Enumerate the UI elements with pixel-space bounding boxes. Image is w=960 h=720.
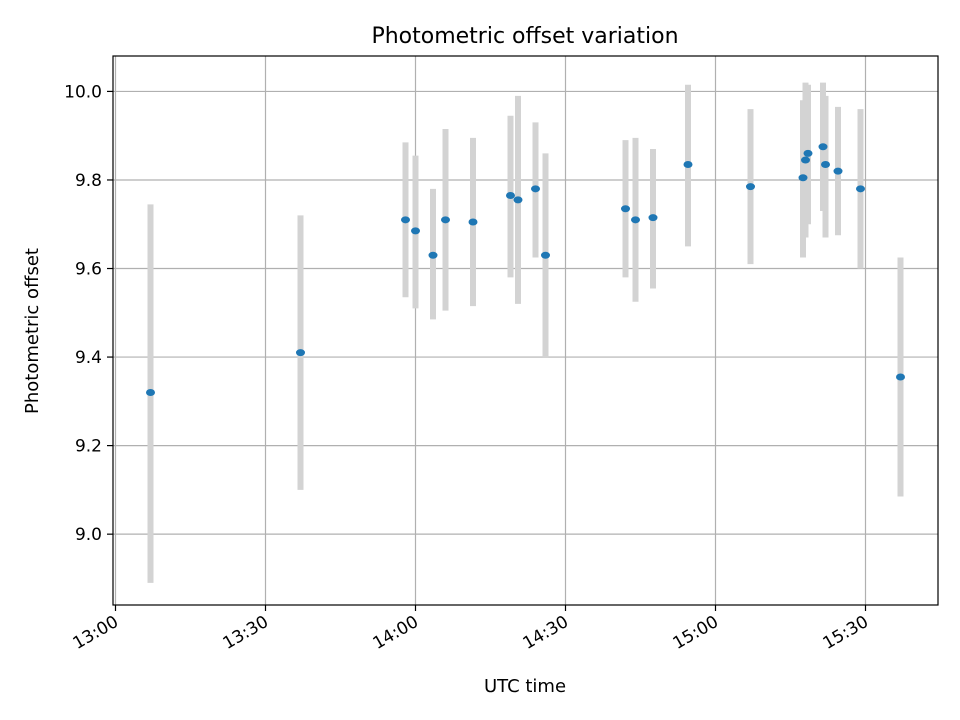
data-point — [631, 216, 640, 224]
chart-title: Photometric offset variation — [371, 24, 678, 49]
data-point — [401, 216, 410, 224]
y-tick-label: 9.0 — [75, 525, 102, 545]
data-point — [833, 167, 843, 175]
data-point — [803, 149, 813, 157]
data-point — [146, 388, 155, 396]
y-tick-label: 9.4 — [75, 348, 102, 368]
data-point — [468, 218, 478, 226]
x-axis-label: UTC time — [484, 676, 566, 697]
data-point — [621, 205, 630, 213]
data-point — [856, 185, 865, 193]
data-point — [896, 373, 905, 381]
data-point — [441, 216, 450, 224]
y-tick-label: 9.8 — [75, 171, 102, 191]
data-point — [428, 251, 438, 259]
data-point — [531, 185, 540, 193]
data-point — [683, 160, 693, 168]
y-tick-label: 10.0 — [64, 82, 102, 102]
data-point — [541, 251, 550, 259]
data-point — [506, 191, 515, 199]
plot-frame — [112, 55, 939, 606]
axis-ticks: 9.09.29.49.69.810.013:00 13:30 14:00 14:30 1… — [64, 82, 872, 653]
data-point — [746, 183, 755, 191]
data-point — [648, 214, 658, 222]
data-point — [411, 227, 420, 235]
data-point — [296, 349, 305, 357]
y-tick-label: 9.6 — [75, 260, 102, 280]
data-points — [146, 143, 905, 396]
y-tick-label: 9.2 — [75, 437, 102, 457]
data-point — [821, 160, 830, 168]
y-axis-label: Photometric offset — [22, 248, 43, 414]
data-point — [513, 196, 523, 204]
data-point — [818, 143, 828, 151]
data-point — [801, 156, 810, 164]
grid-lines — [113, 56, 938, 605]
data-point — [798, 174, 808, 182]
